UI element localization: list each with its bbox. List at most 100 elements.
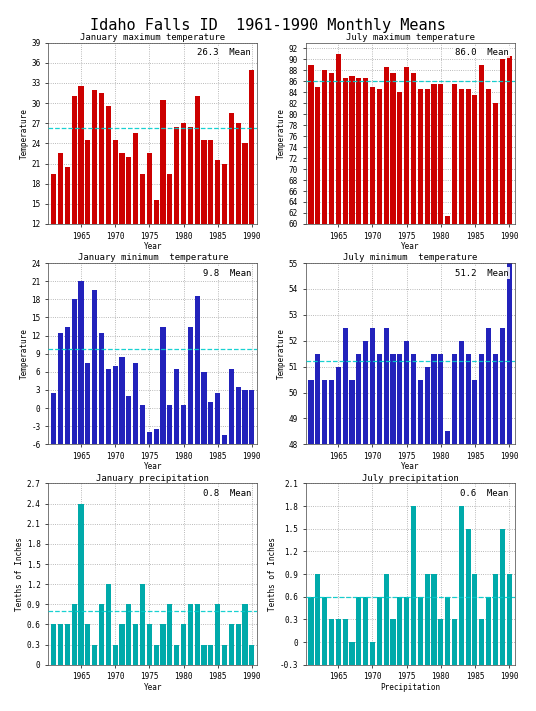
Bar xyxy=(140,584,145,665)
Bar xyxy=(377,353,382,444)
Bar xyxy=(120,154,124,224)
Bar xyxy=(58,624,63,665)
Bar xyxy=(479,353,485,444)
Bar xyxy=(370,328,375,444)
Bar xyxy=(363,78,368,224)
Bar xyxy=(78,503,84,665)
Y-axis label: Tenths of Inches: Tenths of Inches xyxy=(267,537,277,611)
Bar xyxy=(229,113,234,224)
Bar xyxy=(120,624,124,665)
Bar xyxy=(140,173,145,224)
Bar xyxy=(431,353,436,444)
Bar xyxy=(222,164,227,224)
Bar xyxy=(195,97,200,224)
Bar xyxy=(472,380,478,444)
Bar xyxy=(370,87,375,224)
Bar xyxy=(85,624,91,665)
Bar xyxy=(215,160,220,224)
Bar xyxy=(329,619,334,665)
Bar xyxy=(356,78,361,224)
Bar xyxy=(411,353,416,444)
Bar xyxy=(438,84,443,224)
Bar xyxy=(390,619,396,665)
Bar xyxy=(459,341,464,444)
Bar xyxy=(336,367,341,444)
Bar xyxy=(466,353,471,444)
Y-axis label: Temperature: Temperature xyxy=(277,328,286,379)
Bar xyxy=(479,619,485,665)
Bar xyxy=(336,619,341,665)
Bar xyxy=(425,367,430,444)
Bar xyxy=(377,597,382,665)
Bar xyxy=(445,215,450,224)
Bar xyxy=(466,529,471,665)
Bar xyxy=(51,624,56,665)
Bar xyxy=(452,353,457,444)
Bar xyxy=(242,144,248,224)
Bar xyxy=(174,127,179,224)
Bar xyxy=(479,65,485,224)
Bar xyxy=(493,574,498,665)
Bar xyxy=(370,642,375,665)
Bar xyxy=(356,597,361,665)
Bar xyxy=(202,140,206,224)
Bar xyxy=(343,328,348,444)
Bar xyxy=(181,123,186,224)
Bar xyxy=(249,70,255,224)
Text: 51.2  Mean: 51.2 Mean xyxy=(455,269,508,277)
Bar xyxy=(249,645,255,665)
X-axis label: Year: Year xyxy=(144,462,162,471)
Bar xyxy=(329,73,334,224)
Bar xyxy=(397,597,403,665)
Bar xyxy=(126,604,131,665)
Bar xyxy=(486,90,491,224)
Bar xyxy=(472,574,478,665)
Bar xyxy=(322,380,327,444)
Bar xyxy=(99,604,104,665)
Bar xyxy=(336,53,341,224)
Bar xyxy=(209,645,213,665)
Bar xyxy=(72,97,77,224)
Bar xyxy=(147,432,152,444)
Bar xyxy=(106,584,111,665)
Bar xyxy=(431,84,436,224)
Bar xyxy=(322,597,327,665)
Bar xyxy=(500,529,505,665)
X-axis label: Year: Year xyxy=(144,683,162,692)
Bar xyxy=(92,290,97,444)
Bar xyxy=(78,282,84,444)
Bar xyxy=(397,92,403,224)
Bar xyxy=(343,619,348,665)
Bar xyxy=(154,201,159,224)
Bar xyxy=(202,645,206,665)
Text: 0.6  Mean: 0.6 Mean xyxy=(460,489,508,498)
Y-axis label: Temperature: Temperature xyxy=(277,108,286,159)
Bar xyxy=(431,574,436,665)
Y-axis label: Temperature: Temperature xyxy=(20,328,28,379)
Bar xyxy=(349,642,354,665)
Bar xyxy=(181,624,186,665)
Bar xyxy=(167,405,173,444)
Bar xyxy=(425,90,430,224)
Y-axis label: Tenths of Inches: Tenths of Inches xyxy=(15,537,24,611)
Bar xyxy=(202,372,206,444)
Bar xyxy=(113,140,118,224)
Bar xyxy=(167,173,173,224)
Bar xyxy=(242,604,248,665)
Bar xyxy=(229,369,234,444)
Bar xyxy=(384,328,389,444)
Bar xyxy=(507,574,512,665)
Bar xyxy=(486,328,491,444)
Bar xyxy=(222,645,227,665)
Bar xyxy=(452,84,457,224)
Bar xyxy=(65,326,70,444)
Bar xyxy=(85,140,91,224)
Title: July maximum temperature: July maximum temperature xyxy=(346,33,474,42)
Bar xyxy=(99,93,104,224)
X-axis label: Year: Year xyxy=(401,462,419,471)
Bar xyxy=(425,574,430,665)
Bar xyxy=(445,432,450,444)
Text: 26.3  Mean: 26.3 Mean xyxy=(197,48,251,57)
Bar xyxy=(390,73,396,224)
Bar xyxy=(418,90,423,224)
